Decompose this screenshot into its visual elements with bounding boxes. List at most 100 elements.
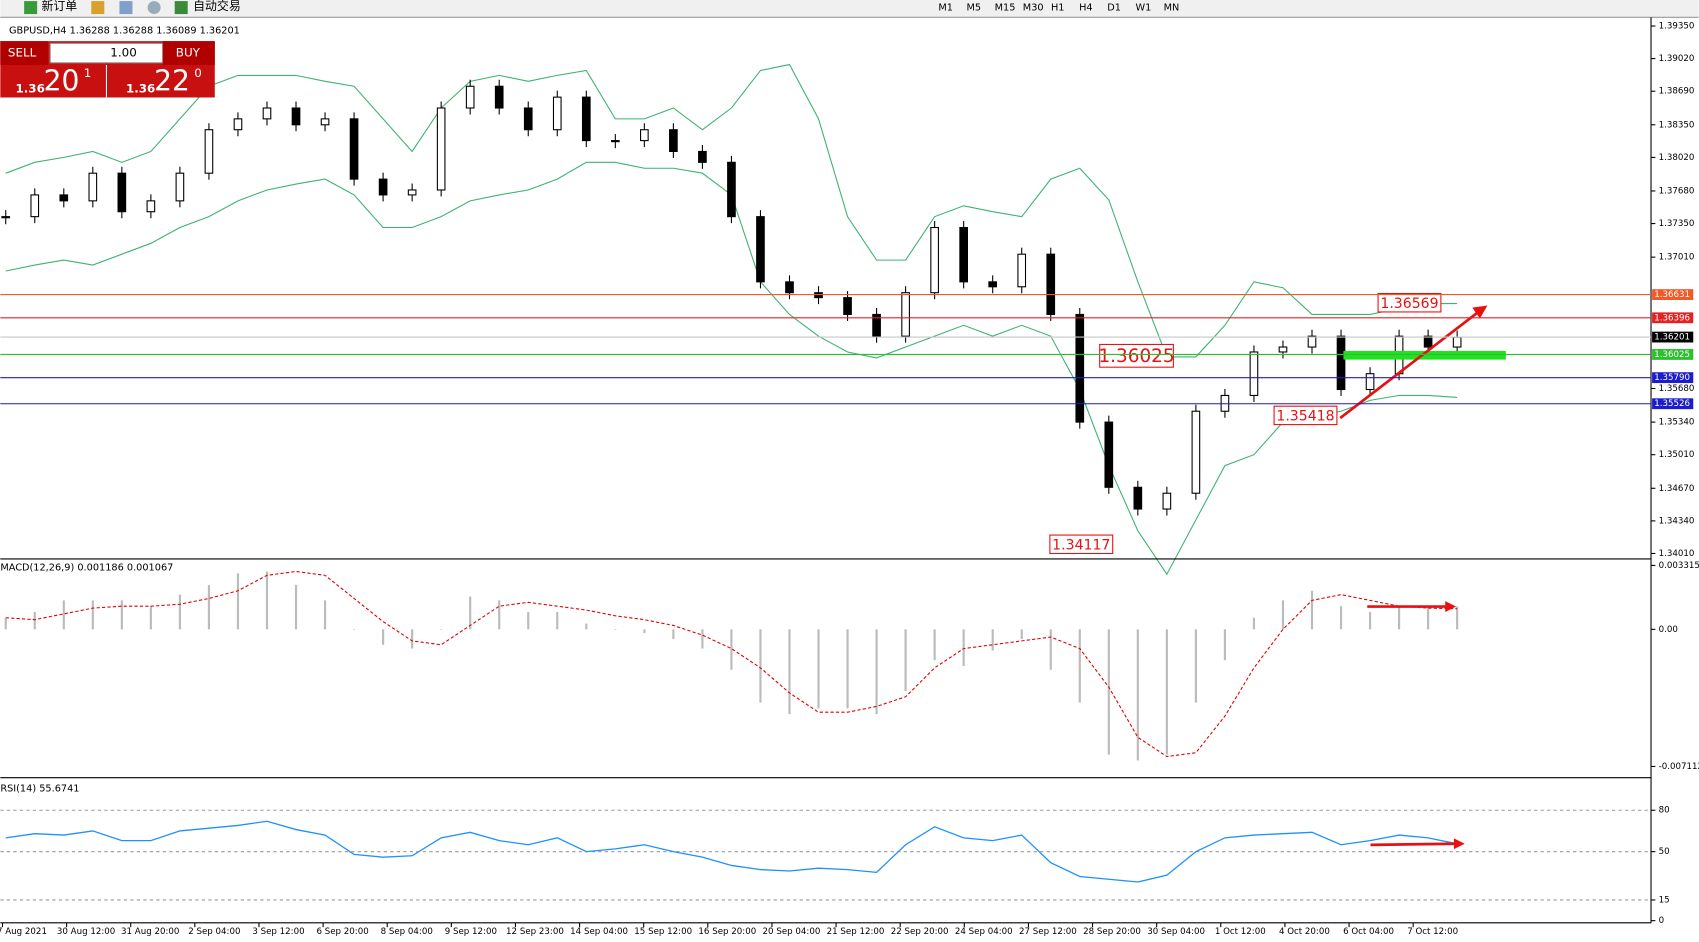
- x-tick-label: 15 Sep 12:00: [634, 927, 692, 937]
- timeframe-button[interactable]: H4: [1079, 3, 1093, 14]
- macd-bar: [817, 629, 820, 709]
- buy-label[interactable]: BUY: [176, 46, 201, 60]
- macd-bar: [585, 623, 588, 630]
- arrow-head: [1453, 838, 1465, 850]
- new-order-icon[interactable]: [24, 1, 38, 15]
- timeframe-button[interactable]: M1: [938, 3, 953, 14]
- candle: [1336, 335, 1346, 391]
- x-tick-label: 22 Sep 20:00: [891, 927, 949, 937]
- x-tick-label: 28 Sep 20:00: [1083, 927, 1141, 937]
- auto-trading-button[interactable]: 自动交易: [193, 0, 241, 13]
- macd-bar: [643, 629, 646, 634]
- macd-bar: [236, 573, 240, 630]
- lot-input[interactable]: [49, 42, 164, 64]
- new-order-button[interactable]: 新订单: [41, 0, 77, 13]
- macd-bar: [1281, 600, 1285, 630]
- candle: [494, 85, 504, 109]
- timeframe-button[interactable]: M30: [1023, 3, 1044, 14]
- auto-trading-icon[interactable]: [174, 1, 188, 15]
- y-tick-label: 1.37010: [1659, 253, 1695, 263]
- candle: [378, 178, 388, 196]
- macd-bar: [962, 629, 965, 666]
- x-tick-label: 12 Sep 23:00: [506, 927, 564, 937]
- x-tick-label: 8 Sep 04:00: [381, 927, 433, 937]
- price-level-tag: [1652, 398, 1694, 410]
- candle: [1278, 346, 1288, 353]
- candle: [1191, 410, 1201, 494]
- candle: [262, 107, 272, 120]
- macd-bar: [1427, 608, 1430, 630]
- ask-big[interactable]: 1.36: [126, 81, 155, 95]
- annotation-box: [1377, 292, 1442, 313]
- y-tick-label: 1.35010: [1659, 450, 1695, 460]
- arrow-head: [1472, 305, 1488, 319]
- price-level-label: 1.36025: [1654, 350, 1690, 360]
- price-level-label: 1.36631: [1654, 290, 1690, 300]
- chart-title: GBPUSD,H4 1.36288 1.36288 1.36089 1.3620…: [9, 25, 240, 36]
- y-tick-label: 50: [1659, 847, 1670, 857]
- ask-fraction[interactable]: 0: [194, 66, 202, 80]
- macd-bar: [1078, 629, 1081, 703]
- toolbar-icon[interactable]: [119, 1, 133, 15]
- macd-bar: [1368, 611, 1372, 630]
- timeframe-button[interactable]: M15: [995, 3, 1016, 14]
- sell-label[interactable]: SELL: [8, 46, 37, 60]
- y-tick-label: 15: [1659, 895, 1670, 905]
- macd-bar: [440, 629, 443, 630]
- timeframe-button[interactable]: M5: [966, 3, 981, 14]
- candle: [1133, 486, 1143, 510]
- candle: [1307, 335, 1317, 348]
- x-tick-label: 30 Aug 12:00: [57, 927, 115, 937]
- y-tick-label: 1.39350: [1659, 22, 1695, 32]
- macd-bar: [323, 600, 327, 630]
- x-tick-label: 24 Sep 04:00: [955, 927, 1013, 937]
- macd-bar: [701, 629, 704, 649]
- buy-button[interactable]: [162, 41, 215, 65]
- x-tick-label: 7 Aug 2021: [0, 927, 47, 937]
- annotation: 1.36569: [1380, 296, 1438, 312]
- timeframe-button[interactable]: W1: [1135, 3, 1151, 14]
- candle: [785, 281, 794, 294]
- lot-value[interactable]: 1.00: [110, 46, 137, 60]
- y-tick-label: 1.39020: [1659, 54, 1695, 64]
- macd-bar: [91, 600, 94, 630]
- macd-bar: [1252, 617, 1256, 630]
- bid-pips[interactable]: 20: [44, 64, 80, 97]
- price-level-tag: [1652, 349, 1694, 360]
- price-level-tag: [1652, 331, 1694, 343]
- candle: [1365, 373, 1375, 391]
- macd-bar: [120, 600, 123, 630]
- x-tick-label: 7 Oct 12:00: [1407, 927, 1458, 937]
- timeframe-button[interactable]: D1: [1107, 3, 1121, 14]
- toolbar-icon[interactable]: [91, 1, 105, 15]
- ask-pips[interactable]: 22: [154, 64, 190, 97]
- candle: [30, 194, 40, 218]
- toolbar-icon[interactable]: [147, 1, 161, 15]
- rsi-title: RSI(14) 55.6741: [0, 784, 79, 795]
- macd-bar: [904, 629, 907, 692]
- timeframe-button[interactable]: MN: [1164, 3, 1180, 14]
- candle: [1249, 351, 1259, 396]
- trade-panel: SELL 1.00 BUY 1.36 20 1 1.36 22 0: [0, 41, 215, 98]
- macd-bar: [294, 584, 298, 630]
- candle: [930, 226, 939, 294]
- sell-button[interactable]: [0, 41, 48, 65]
- x-tick-label: 21 Sep 12:00: [827, 927, 885, 937]
- bid-big[interactable]: 1.36: [15, 81, 44, 95]
- x-tick-label: 14 Sep 04:00: [570, 927, 628, 937]
- macd-bar: [1107, 629, 1110, 755]
- macd-bar: [730, 629, 733, 670]
- macd-bar: [207, 584, 211, 630]
- x-tick-label: 4 Oct 20:00: [1279, 927, 1330, 937]
- bid-fraction[interactable]: 1: [84, 66, 92, 80]
- y-tick-label: 0.003315: [1659, 561, 1699, 571]
- candle: [320, 118, 330, 126]
- price-level-tag: [1652, 372, 1694, 384]
- x-tick-label: 30 Sep 04:00: [1147, 927, 1205, 937]
- macd-bar: [1223, 629, 1226, 661]
- candle: [727, 161, 736, 218]
- macd-bar: [1194, 629, 1197, 703]
- timeframe-button[interactable]: H1: [1051, 3, 1065, 14]
- macd-bar: [875, 629, 878, 715]
